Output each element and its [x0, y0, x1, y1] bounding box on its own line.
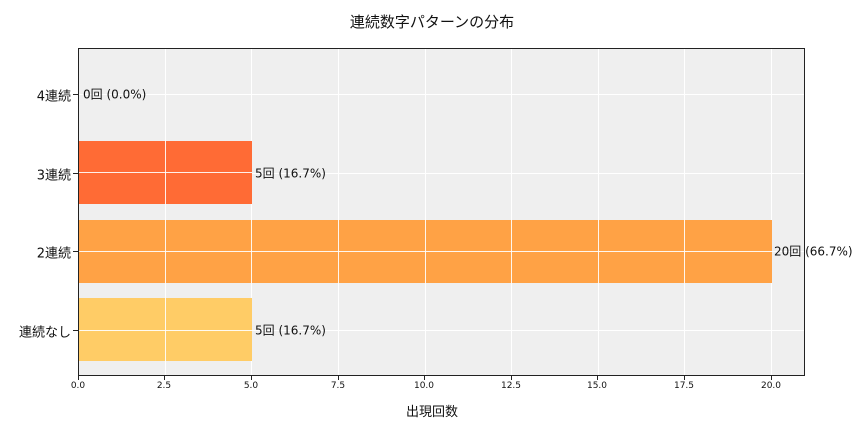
chart-title: 連続数字パターンの分布: [349, 13, 515, 31]
xtick-label: 12.5: [500, 381, 522, 391]
ytick-mark: [73, 173, 78, 174]
gridline-x: [165, 49, 166, 375]
gridline-x: [425, 49, 426, 375]
gridline-x: [511, 49, 512, 375]
xtick-label: 15.0: [586, 381, 608, 391]
xtick-label: 17.5: [673, 381, 695, 391]
xtick-mark: [164, 376, 165, 380]
ytick-mark: [73, 251, 78, 252]
bar-2-consecutive: [79, 220, 772, 283]
xtick-mark: [78, 376, 79, 380]
gridline-x: [251, 49, 252, 375]
xtick-label: 2.5: [156, 381, 172, 391]
gridline-x: [684, 49, 685, 375]
gridline-x: [598, 49, 599, 375]
gridline-x: [338, 49, 339, 375]
value-label-4-consecutive: 0回 (0.0%): [83, 87, 147, 102]
xtick-mark: [684, 376, 685, 380]
xtick-mark: [771, 376, 772, 380]
gridline-y: [79, 330, 804, 331]
plot-area: [78, 48, 805, 376]
value-label-no-consecutive: 5回 (16.7%): [255, 323, 326, 338]
xtick-label: 5.0: [243, 381, 259, 391]
bar-no-consecutive: [79, 298, 252, 361]
xtick-mark: [597, 376, 598, 380]
xtick-label: 7.5: [330, 381, 346, 391]
gridline-y: [79, 173, 804, 174]
xtick-mark: [338, 376, 339, 380]
ytick-label: 4連続: [36, 89, 71, 105]
gridline-x: [771, 49, 772, 375]
xtick-label: 10.0: [413, 381, 435, 391]
xtick-label: 0.0: [70, 381, 86, 391]
xtick-mark: [511, 376, 512, 380]
ytick-label: 2連続: [36, 246, 71, 262]
ytick-mark: [73, 330, 78, 331]
ytick-label: 3連続: [36, 168, 71, 184]
ytick-mark: [73, 94, 78, 95]
x-axis-label: 出現回数: [405, 405, 458, 420]
ytick-label: 連続なし: [18, 325, 71, 341]
xtick-mark: [251, 376, 252, 380]
value-label-3-consecutive: 5回 (16.7%): [255, 166, 326, 181]
xtick-mark: [424, 376, 425, 380]
gridline-y: [79, 94, 804, 95]
bar-3-consecutive: [79, 141, 252, 204]
xtick-label: 20.0: [760, 381, 782, 391]
value-label-2-consecutive: 20回 (66.7%): [774, 244, 853, 259]
